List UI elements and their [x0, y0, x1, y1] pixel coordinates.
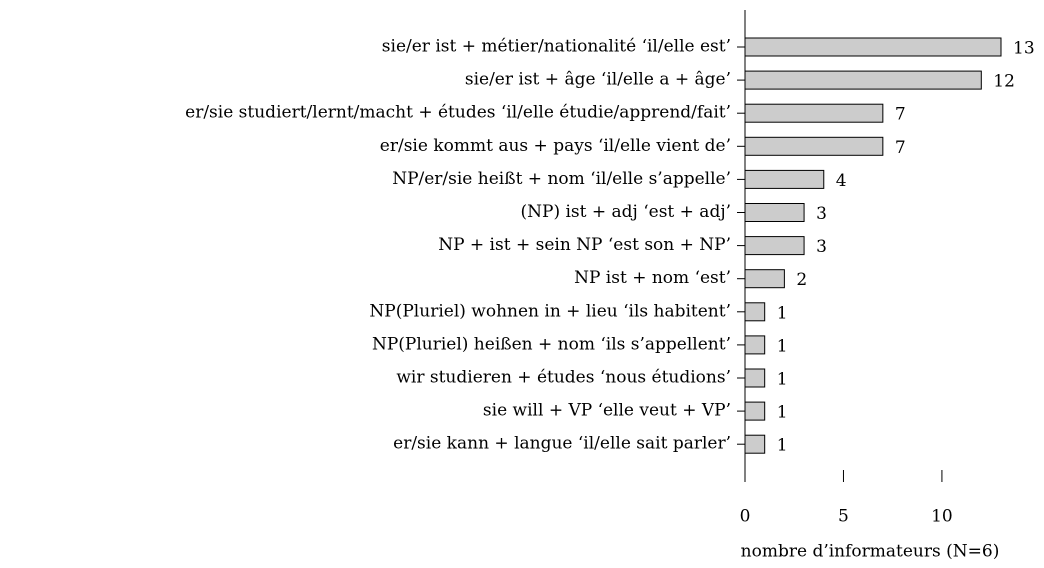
bar: [744, 335, 766, 355]
value-label: 13: [1013, 39, 1035, 59]
value-label: 3: [816, 204, 827, 224]
value-label: 2: [796, 270, 807, 290]
value-label: 1: [777, 336, 788, 356]
y-tick-label: wir studieren + études ‘nous étudions’: [396, 368, 731, 388]
bar: [744, 136, 884, 156]
y-tick-label: sie/er ist + âge ‘il/elle a + âge’: [465, 70, 731, 90]
y-tick-label: er/sie studiert/lernt/macht + études ‘il…: [185, 103, 731, 123]
bar: [744, 401, 766, 421]
y-tick-label: NP/er/sie heißt + nom ‘il/elle s’appelle…: [392, 169, 731, 189]
x-tick-label: 10: [931, 507, 953, 527]
value-label: 7: [895, 138, 906, 158]
bar: [744, 70, 982, 90]
bar: [744, 269, 785, 289]
y-tick-label: er/sie kommt aus + pays ‘il/elle vient d…: [380, 136, 731, 156]
y-tick-label: sie/er ist + métier/nationalité ‘il/elle…: [382, 37, 731, 57]
y-tick-label: sie will + VP ‘elle veut + VP’: [483, 401, 731, 421]
value-label: 3: [816, 237, 827, 257]
value-label: 1: [777, 436, 788, 456]
y-tick-label: NP + ist + sein NP ‘est son + NP’: [438, 235, 731, 255]
value-label: 1: [777, 370, 788, 390]
bar: [744, 169, 825, 189]
bar: [744, 434, 766, 454]
y-tick-label: NP(Pluriel) heißen + nom ‘ils s’appellen…: [372, 334, 731, 354]
value-label: 1: [777, 403, 788, 423]
y-tick-label: er/sie kann + langue ‘il/elle sait parle…: [393, 434, 731, 454]
bar: [744, 203, 805, 222]
bar: [744, 368, 766, 388]
y-tick-label: (NP) ist + adj ‘est + adj’: [521, 202, 731, 222]
value-label: 7: [895, 105, 906, 125]
bar: [744, 302, 766, 322]
x-axis-label: nombre d’informateurs (N=6): [741, 542, 1000, 562]
value-label: 1: [777, 303, 788, 323]
value-label: 12: [993, 72, 1015, 92]
bar: [744, 103, 884, 123]
x-tick-label: 0: [740, 507, 751, 527]
bar: [744, 236, 805, 256]
bar: [744, 37, 1002, 57]
x-tick-label: 5: [838, 507, 849, 527]
y-tick-label: NP ist + nom ‘est’: [574, 268, 731, 288]
y-tick-label: NP(Pluriel) wohnen in + lieu ‘ils habite…: [369, 301, 731, 321]
value-label: 4: [836, 171, 847, 191]
